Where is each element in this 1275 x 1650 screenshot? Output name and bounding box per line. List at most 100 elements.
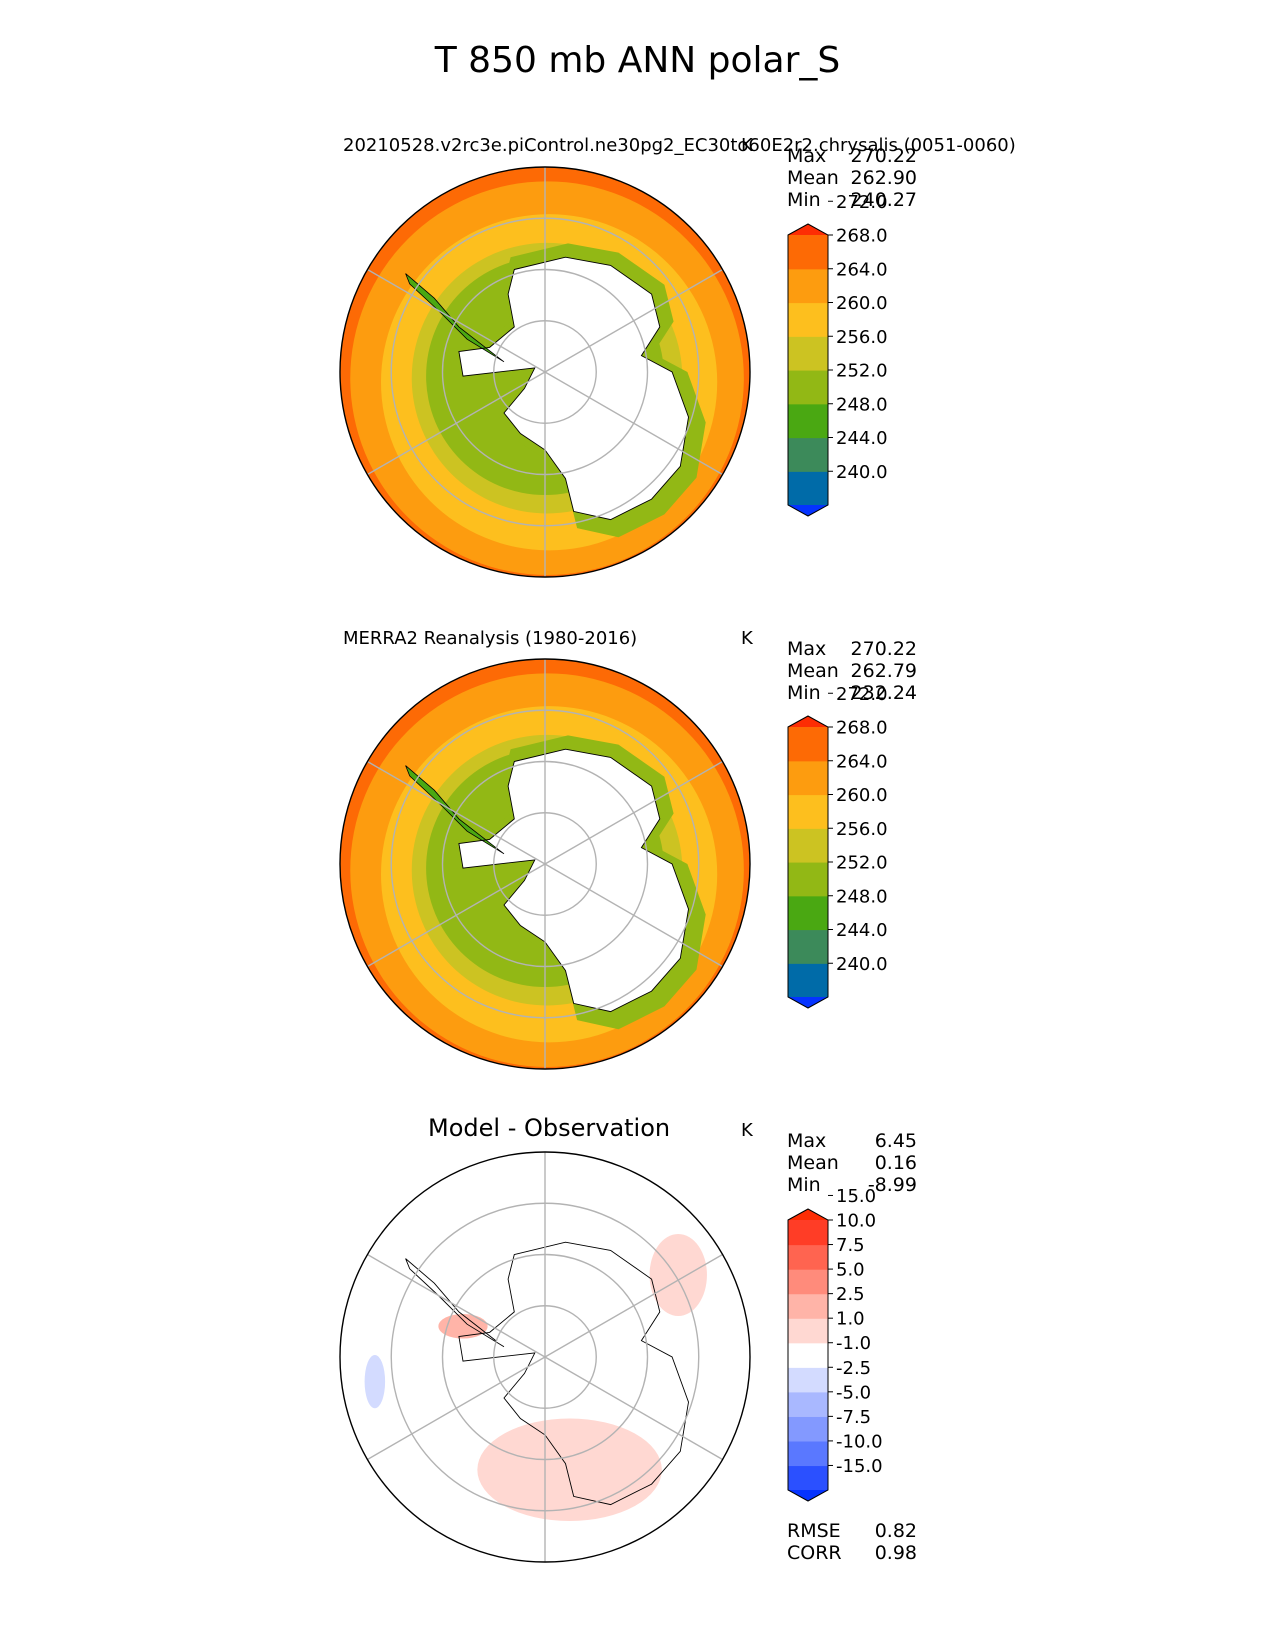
panel-2-units: K [741, 628, 753, 649]
stat-corr-value: 0.98 [874, 1542, 917, 1564]
colorbar-segment [788, 268, 828, 304]
panel-1-title: 20210528.v2rc3e.piControl.ne30pg2_EC30to… [343, 135, 1016, 156]
colorbar: 240.0 244.0 248.0 252.0 256.0 260.0 264.0 268.0… [787, 684, 888, 1009]
colorbar-outline [787, 715, 829, 1009]
colorbar-segment [788, 963, 828, 998]
colorbar-segment [788, 1440, 828, 1467]
meridian-line [367, 1356, 546, 1461]
colorbar-segment [788, 760, 828, 796]
stat-mean-value: 262.90 [850, 167, 917, 189]
colorbar-tick-label: -10.0 [836, 1431, 883, 1452]
colorbar-segment [788, 1367, 828, 1393]
colorbar-segment [788, 235, 828, 270]
colorbar-tick-label: 256.0 [836, 819, 888, 840]
colorbar-tick-label: -2.5 [836, 1358, 871, 1379]
stat-min-label: Min [787, 682, 821, 704]
colorbar-tick-label: 256.0 [836, 327, 888, 348]
meridian-line [367, 1253, 546, 1358]
colorbar-segment [788, 370, 828, 405]
stat-rmse-label: RMSE [787, 1520, 841, 1542]
stat-mean-value: 0.16 [874, 1152, 917, 1174]
colorbar-segment [788, 1269, 828, 1295]
colorbar-tick-label: 1.0 [836, 1309, 865, 1330]
colorbar-segment [788, 862, 828, 897]
stat-mean-label: Mean [787, 660, 839, 682]
colorbar-extend-top [788, 224, 828, 235]
colorbar-segment [788, 727, 828, 762]
positive-anomaly [477, 1418, 662, 1521]
colorbar-segment [788, 895, 828, 931]
colorbar-tick-label: 252.0 [836, 361, 888, 382]
stat-rmse-value: 0.82 [874, 1520, 917, 1542]
stat-min-label: Min [787, 189, 821, 211]
colorbar-tick-label: -1.0 [836, 1333, 871, 1354]
stat-min-value: 240.27 [850, 189, 917, 211]
colorbar-tick-label: 248.0 [836, 394, 888, 415]
colorbar-tick-label: 268.0 [836, 718, 888, 739]
coastline [458, 256, 689, 521]
panel-3-units: K [741, 1120, 753, 1141]
coastline [458, 1241, 689, 1506]
map-boundary [339, 658, 751, 1070]
stat-max-value: 270.22 [850, 145, 917, 167]
stat-max-label: Max [787, 1130, 827, 1152]
colorbar-tick-label: 260.0 [836, 293, 888, 314]
colorbar-tick-label: -5.0 [836, 1382, 871, 1403]
colorbar-extend-top [788, 1209, 828, 1220]
map-boundary [339, 166, 751, 578]
colorbar-tick-label: 5.0 [836, 1260, 865, 1281]
meridian-line [544, 760, 723, 865]
colorbar-tick-label: 240.0 [836, 954, 888, 975]
temperature-field [340, 659, 750, 1069]
colorbar-tick-label: 244.0 [836, 428, 888, 449]
panel-2-stats: Max 270.22 Mean 262.79 Min 232.24 [787, 638, 917, 704]
colorbar-segment [788, 437, 828, 472]
coastline [458, 748, 689, 1013]
panel-1-stats: Max 270.22 Mean 262.90 Min 240.27 [787, 145, 917, 211]
colorbar-segment [788, 1465, 828, 1491]
temperature-field [340, 167, 750, 577]
colorbar-tick-label: 272.0 [836, 684, 888, 705]
colorbar-segment [788, 403, 828, 439]
colorbar-tick-label: 240.0 [836, 462, 888, 483]
colorbar-outline [787, 1208, 829, 1502]
map-boundary [339, 1151, 751, 1563]
stat-mean-label: Mean [787, 167, 839, 189]
meridian-line [367, 863, 546, 968]
stat-max-value: 270.22 [850, 638, 917, 660]
stat-mean-value: 262.79 [850, 660, 917, 682]
colorbar-outline [787, 223, 829, 517]
colorbar-segment [788, 1391, 828, 1417]
map-panel-1: 240.0 244.0 248.0 252.0 256.0 260.0 264.0 268.0… [339, 166, 888, 578]
colorbar-segment [788, 1293, 828, 1319]
panel-3-title: Model - Observation [428, 1114, 671, 1142]
panel-3-stats: Max 6.45 Mean 0.16 Min -8.99 [787, 1130, 917, 1196]
panel-3-extra-stats: RMSE 0.82 CORR 0.98 [787, 1520, 917, 1564]
meridian-line [544, 371, 723, 476]
colorbar-segment [788, 336, 828, 371]
colorbar-segment [788, 1220, 828, 1246]
colorbar-tick-label: 260.0 [836, 785, 888, 806]
colorbar: 240.0 244.0 248.0 252.0 256.0 260.0 264.0 268.0… [787, 192, 888, 517]
colorbar-segment [788, 794, 828, 829]
colorbar-segment [788, 1244, 828, 1270]
meridian-line [544, 1356, 723, 1461]
colorbar-segment [788, 302, 828, 337]
stat-corr-label: CORR [787, 1542, 842, 1564]
stat-max-value: 6.45 [874, 1130, 917, 1152]
negative-anomaly [364, 1354, 386, 1409]
meridian-line [544, 1253, 723, 1358]
positive-anomaly [649, 1234, 707, 1316]
colorbar-segment [788, 929, 828, 964]
colorbar-segment [788, 471, 828, 506]
colorbar-tick-label: -7.5 [836, 1407, 871, 1428]
colorbar-tick-label: 7.5 [836, 1235, 865, 1256]
panel-2-title: MERRA2 Reanalysis (1980-2016) [343, 628, 638, 649]
colorbar: -15.0 -10.0 -7.5 -5.0 -2.5 -1.0 1.0 2.5 5.0 7.5 10… [787, 1186, 883, 1502]
colorbar-segment [788, 1318, 828, 1344]
colorbar-tick-label: 264.0 [836, 751, 888, 772]
panel-1-units: K [741, 135, 753, 156]
colorbar-tick-label: 15.0 [836, 1186, 876, 1207]
colorbar-segment [788, 828, 828, 863]
